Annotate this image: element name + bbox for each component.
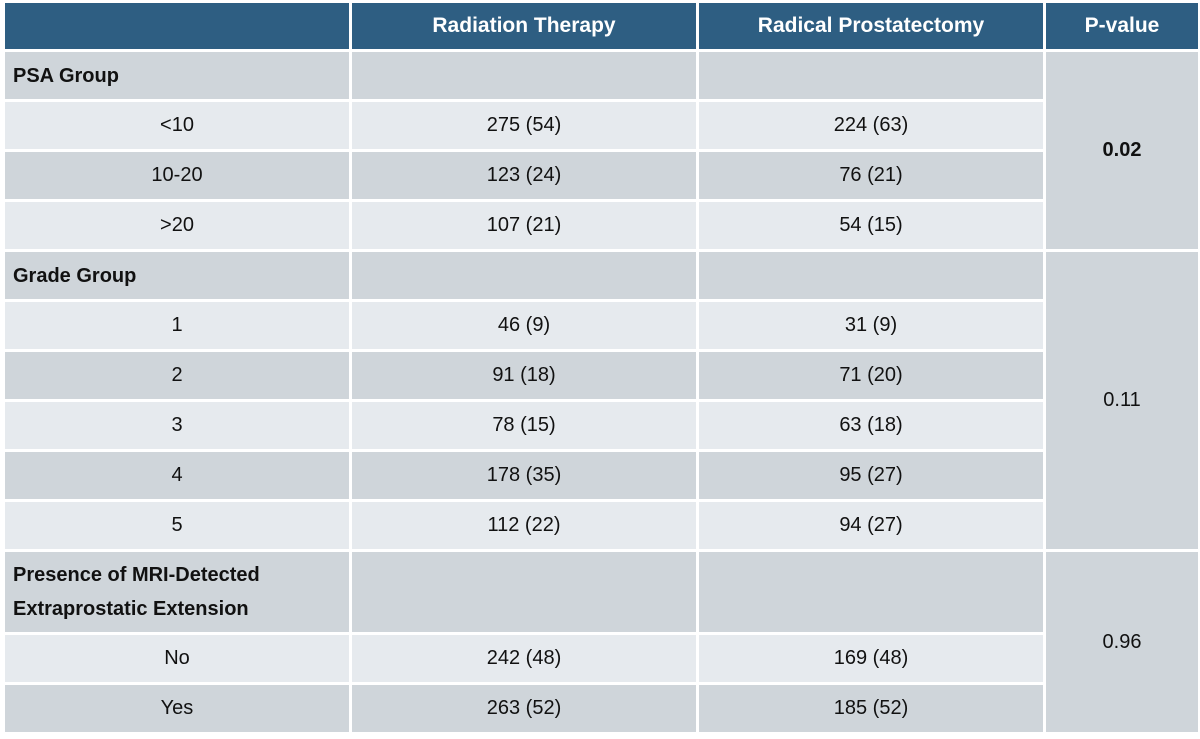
value-cell: 46 (9) [352, 302, 696, 349]
value-cell: 275 (54) [352, 102, 696, 149]
group-label-text: Grade Group [13, 264, 137, 287]
value-cell: 91 (18) [352, 352, 696, 399]
p-value: 0.11 [1046, 252, 1198, 549]
group-row: Presence of MRI-Detected Extraprostatic … [5, 552, 1198, 732]
group-row: Grade Group 0.11 [5, 252, 1198, 549]
value-cell: 31 (9) [699, 302, 1043, 349]
data-row: 4 178 (35) 95 (27) [5, 452, 1198, 499]
value-cell: 169 (48) [699, 635, 1043, 682]
value-cell: 54 (15) [699, 202, 1043, 249]
row-label: No [5, 635, 349, 682]
value-cell: 94 (27) [699, 502, 1043, 549]
row-label: Yes [5, 685, 349, 732]
data-row: No 242 (48) 169 (48) [5, 635, 1198, 682]
value-cell: 76 (21) [699, 152, 1043, 199]
row-label: 5 [5, 502, 349, 549]
data-row: >20 107 (21) 54 (15) [5, 202, 1198, 249]
value-cell: 242 (48) [352, 635, 696, 682]
header-cell [5, 3, 349, 49]
data-row: 1 46 (9) 31 (9) [5, 302, 1198, 349]
column-header: P-value [1046, 3, 1198, 49]
row-label: 4 [5, 452, 349, 499]
data-row: 10-20 123 (24) 76 (21) [5, 152, 1198, 199]
data-row: Yes 263 (52) 185 (52) [5, 685, 1198, 732]
group-label: Grade Group [5, 252, 349, 299]
empty-cell [352, 552, 696, 632]
value-cell: 95 (27) [699, 452, 1043, 499]
empty-cell [699, 52, 1043, 99]
value-cell: 78 (15) [352, 402, 696, 449]
empty-cell [352, 252, 696, 299]
value-cell: 63 (18) [699, 402, 1043, 449]
value-cell: 224 (63) [699, 102, 1043, 149]
group-label-text: Presence of MRI-Detected Extraprostatic … [13, 564, 260, 620]
row-label: >20 [5, 202, 349, 249]
data-row: 2 91 (18) 71 (20) [5, 352, 1198, 399]
value-cell: 178 (35) [352, 452, 696, 499]
p-value: 0.96 [1046, 552, 1198, 732]
group-row: PSA Group 0.02 [5, 52, 1198, 249]
table-body: PSA Group 0.02 <10 275 (54) 224 (63) 10-20 123… [5, 52, 1198, 732]
value-cell: 123 (24) [352, 152, 696, 199]
group-label: Presence of MRI-Detected Extraprostatic … [5, 552, 349, 632]
data-row: <10 275 (54) 224 (63) [5, 102, 1198, 149]
value-cell: 185 (52) [699, 685, 1043, 732]
value-cell: 263 (52) [352, 685, 696, 732]
value-cell: 71 (20) [699, 352, 1043, 399]
value-cell: 107 (21) [352, 202, 696, 249]
empty-cell [699, 552, 1043, 632]
empty-cell [699, 252, 1043, 299]
row-label: 3 [5, 402, 349, 449]
group-label: PSA Group [5, 52, 349, 99]
value-cell: 112 (22) [352, 502, 696, 549]
data-row: 5 112 (22) 94 (27) [5, 502, 1198, 549]
row-label: 2 [5, 352, 349, 399]
header-row: Radiation Therapy Radical Prostatectomy P-… [5, 3, 1198, 49]
p-value: 0.02 [1046, 52, 1198, 249]
group-label-text: PSA Group [13, 64, 119, 87]
row-label: <10 [5, 102, 349, 149]
data-row: 3 78 (15) 63 (18) [5, 402, 1198, 449]
row-label: 10-20 [5, 152, 349, 199]
row-label: 1 [5, 302, 349, 349]
column-header: Radical Prostatectomy [699, 3, 1043, 49]
column-header: Radiation Therapy [352, 3, 696, 49]
empty-cell [352, 52, 696, 99]
